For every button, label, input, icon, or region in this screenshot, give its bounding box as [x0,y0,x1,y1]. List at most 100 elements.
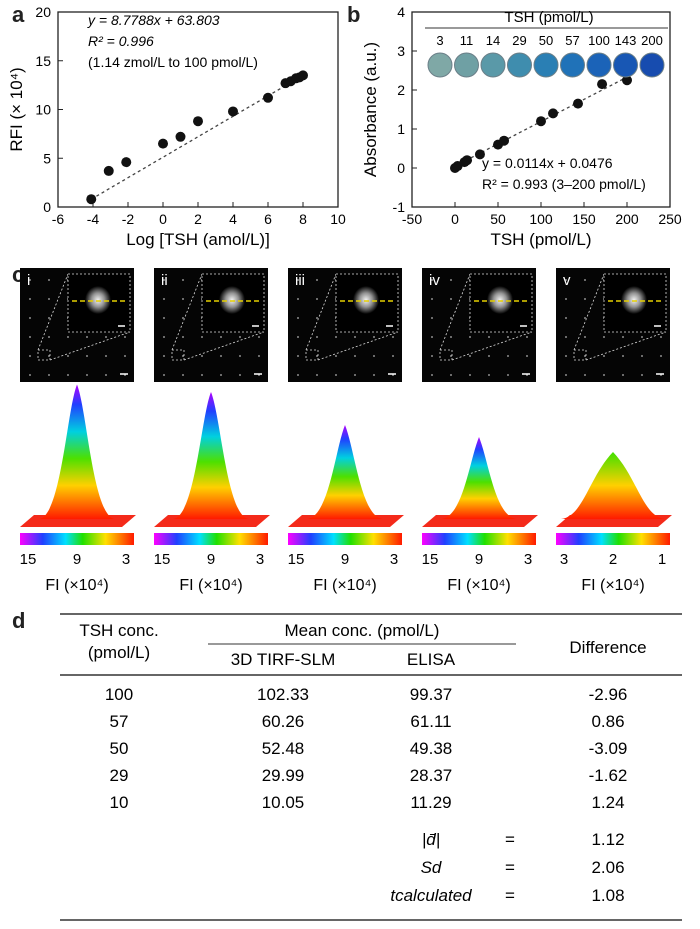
micrograph-spot [48,317,50,319]
micrograph-spot [297,317,299,319]
header-tsh-line1: TSH conc. [79,621,158,640]
micrograph-spot [526,355,528,357]
color-scale-tick: 3 [560,551,568,568]
surface-peak [441,437,517,519]
chart-b-data-point [536,116,546,127]
color-scale-tick: 9 [341,551,349,568]
inset-well-label: 50 [539,33,553,48]
micrograph-spot [622,374,624,376]
micrograph-spot [622,336,624,338]
micrograph-spot [565,355,567,357]
chart-a-fit-line [90,74,304,200]
micrograph-spot [163,374,165,376]
micrograph-spot [584,374,586,376]
surface-peak [39,384,115,519]
color-scale-tick: 15 [20,551,37,568]
micrograph-spot [297,279,299,281]
table-cell: -3.09 [589,739,628,758]
chart-a-xtick-label: 0 [159,211,167,227]
chart-b-data-point [548,108,559,119]
fi-axis-label: FI (×10⁴) [179,577,242,594]
micrograph-spot [392,355,394,357]
micrograph-spot [124,336,126,338]
micrograph-spot [239,374,241,376]
inset-well-label: 200 [641,33,663,48]
fi-axis-label: FI (×10⁴) [313,577,376,594]
chart-a-xtick-label: 8 [299,211,307,227]
micrograph-spot [335,355,337,357]
chart-b-y-axis-label: Absorbance (a.u.) [361,42,380,177]
micrograph-spot [182,298,184,300]
chart-b-data-point [622,75,632,86]
chart-a-xtick-label: 2 [194,211,202,227]
micrograph-iv: iv 15 9 3 FI (×10⁴) [422,268,538,594]
chart-b: -50 0 50 100 150 200 250 -1 0 1 2 3 4 TSH (pmol/L) Abs… [361,4,682,249]
inset-well [560,52,585,78]
zoom-spot [353,286,379,314]
color-scale-tick: 15 [422,551,439,568]
panel-c-images: i 15 9 3 FI (×10⁴) ii 15 9 3 FI (×10⁴) iii 15 9 3 FI (… [20,268,672,594]
table-cell: 52.48 [262,739,305,758]
micrograph-spot [163,336,165,338]
chart-a-ytick-label: 5 [43,150,51,166]
chart-a-y-axis-label: RFI (× 10⁴) [7,67,26,151]
table-cell: 10.05 [262,793,305,812]
inset-connector [171,273,203,351]
micrograph-spot [124,355,126,357]
stat-equals: = [505,858,515,877]
micrograph-spot [469,374,471,376]
micrograph-spot [67,355,69,357]
table-cell: 29 [110,766,129,785]
micrograph-spot [48,374,50,376]
micrograph-spot [182,336,184,338]
header-tsh-line2: (pmol/L) [88,643,150,662]
micrograph-label: iii [295,272,305,289]
micrograph-spot [641,374,643,376]
table-cell: 99.37 [410,685,453,704]
micrograph-spot [450,298,452,300]
micrograph-spot [182,355,184,357]
micrograph-spot [48,298,50,300]
table-cell: 29.99 [262,766,305,785]
micrograph-spot [105,355,107,357]
micrograph-spot [431,317,433,319]
stat-value: 1.12 [591,830,624,849]
table-cell: 0.86 [591,712,624,731]
micrograph-spot [258,355,260,357]
chart-b-annotation: R² = 0.993 (3–200 pmol/L) [482,176,646,192]
panel-d-label: d [12,608,26,633]
roi-box [171,349,185,361]
chart-a-annotation: (1.14 zmol/L to 100 pmol/L) [88,54,258,70]
chart-b-ytick-label: 4 [397,4,405,20]
chart-b-x-axis-label: TSH (pmol/L) [490,230,591,249]
micrograph-spot [335,374,337,376]
micrograph-spot [163,279,165,281]
micrograph-spot [220,355,222,357]
table-cell: 60.26 [262,712,305,731]
color-scale-tick: 3 [390,551,398,568]
micrograph-spot [603,336,605,338]
inset-well-label: 100 [588,33,610,48]
color-scale-tick: 15 [154,551,171,568]
chart-a-xtick-label: -4 [87,211,100,227]
micrograph-spot [297,336,299,338]
micrograph-label: i [27,272,30,289]
micrograph-spot [29,336,31,338]
micrograph-spot [392,336,394,338]
micrograph-spot [86,355,88,357]
micrograph-i: i 15 9 3 FI (×10⁴) [20,268,136,594]
inset-well-label: 57 [565,33,579,48]
chart-b-annotation: y = 0.0114x + 0.0476 [482,155,613,171]
micrograph-spot [450,336,452,338]
color-scale-tick: 15 [288,551,305,568]
micrograph-spot [354,336,356,338]
micrograph-spot [48,279,50,281]
chart-b-xtick-label: 50 [490,211,506,227]
micrograph-spot [431,298,433,300]
micrograph-spot [565,336,567,338]
inset-well-label: 11 [460,33,474,48]
inset-well [639,52,665,78]
table-cell: -2.96 [589,685,628,704]
color-scale-tick: 1 [658,551,666,568]
color-scale-bar [422,533,536,545]
